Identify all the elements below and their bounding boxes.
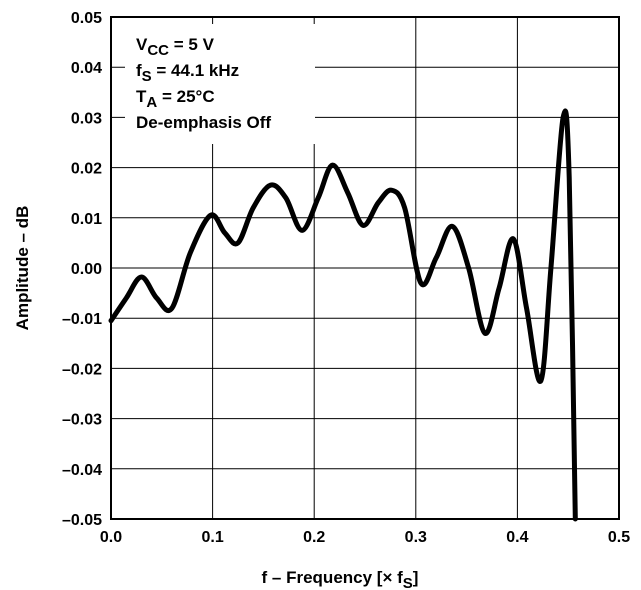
- y-tick-label: 0.05: [71, 10, 102, 27]
- y-tick-label: –0.03: [62, 412, 102, 429]
- plot-frame: [110, 16, 620, 520]
- x-tick-label: 0.1: [201, 529, 223, 546]
- series-line: [108, 108, 578, 522]
- y-tick-label: –0.04: [62, 462, 102, 479]
- x-axis-label: f – Frequency [× fS]: [262, 568, 419, 590]
- y-tick-label: 0.04: [71, 60, 102, 77]
- y-tick-label: 0.00: [71, 261, 102, 278]
- annotation-box: [125, 24, 315, 144]
- y-tick-label: 0.01: [71, 211, 102, 228]
- y-axis-label: Amplitude – dB: [13, 206, 32, 331]
- x-tick-label: 0.3: [405, 529, 427, 546]
- x-tick-label: 0.0: [100, 529, 122, 546]
- y-tick-label: –0.05: [62, 512, 102, 529]
- x-tick-label: 0.5: [608, 529, 630, 546]
- y-tick-label: –0.01: [62, 311, 102, 328]
- y-tick-label: 0.02: [71, 161, 102, 178]
- y-tick-label: 0.03: [71, 110, 102, 127]
- x-tick-label: 0.2: [303, 529, 325, 546]
- y-tick-label: –0.02: [62, 361, 102, 378]
- x-tick-label: 0.4: [506, 529, 528, 546]
- tick-labels: 0.0 0.1 0.2 0.3 0.4 0.5 0.05 0.04 0.03 0.02 0.01 0.…: [62, 10, 630, 546]
- annotation-deemphasis: De-emphasis Off: [136, 113, 271, 132]
